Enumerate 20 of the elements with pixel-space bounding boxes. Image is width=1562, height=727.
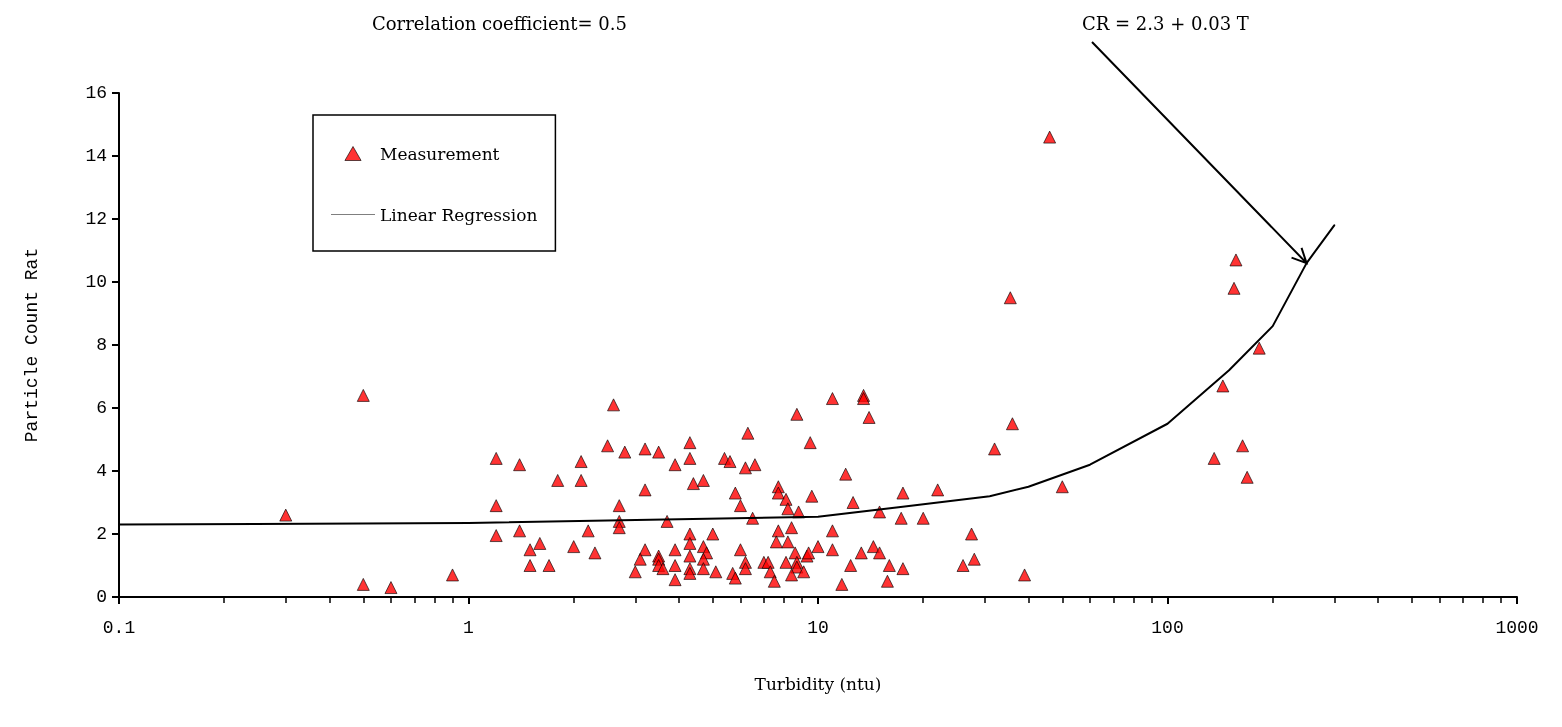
- y-tick-label: 16: [85, 83, 107, 103]
- x-tick-label: 100: [1151, 618, 1184, 638]
- legend-label: Measurement: [380, 143, 500, 164]
- y-tick-label: 8: [96, 335, 107, 355]
- legend-label: Linear Regression: [380, 204, 538, 225]
- x-tick-label: 0.1: [102, 618, 136, 638]
- y-tick-label: 6: [96, 398, 107, 418]
- y-tick-label: 4: [96, 461, 107, 481]
- y-tick-label: 2: [96, 524, 107, 544]
- y-axis-title: Particle Count Rat: [22, 247, 42, 443]
- x-tick-label: 1000: [1495, 618, 1539, 638]
- y-tick-label: 0: [96, 587, 107, 607]
- annotation: CR = 2.3 + 0.03 T: [1082, 12, 1249, 34]
- x-tick-label: 1: [463, 618, 474, 638]
- y-tick-label: 14: [85, 146, 107, 166]
- y-tick-label: 10: [85, 272, 107, 292]
- y-tick-label: 12: [85, 209, 107, 229]
- x-tick-label: 10: [807, 618, 829, 638]
- x-axis-title: Turbidity (ntu): [754, 673, 882, 694]
- text: Correlation coefficient= 0.5: [372, 12, 627, 34]
